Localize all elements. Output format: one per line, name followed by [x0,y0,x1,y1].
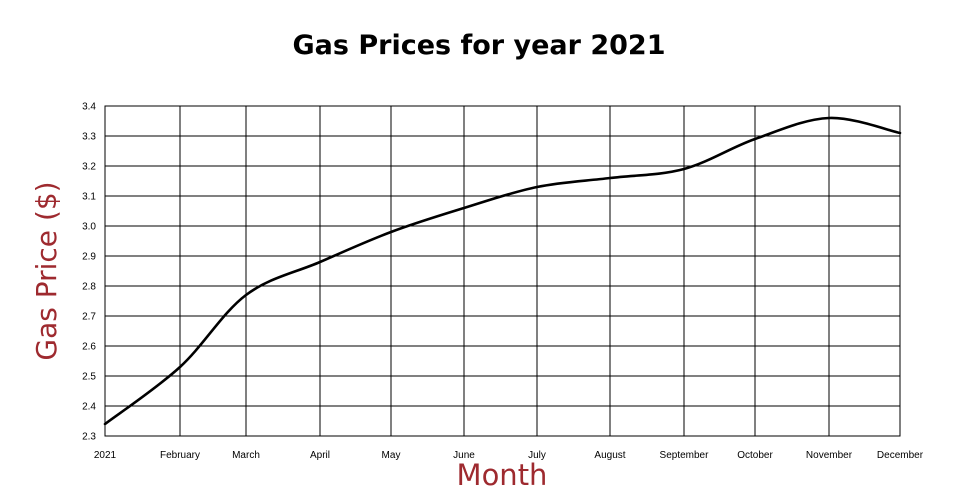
x-tick-label: October [737,450,773,461]
y-tick-label: 2.7 [82,312,96,323]
x-tick-label: 2021 [94,450,117,461]
grid [104,105,901,437]
data-point [317,259,323,265]
x-tick-label: July [528,450,546,461]
data-point [243,292,249,298]
x-tick-label: August [594,450,625,461]
y-tick-label: 3.4 [82,102,96,113]
data-point [177,364,183,370]
data-point [752,136,758,142]
x-axis-ticks: 2021 February March April May June July August S… [94,450,924,461]
x-tick-label: November [806,450,853,461]
data-point [607,175,613,181]
x-tick-label: September [660,450,710,461]
y-tick-label: 2.3 [82,432,96,443]
data-point [681,166,687,172]
y-tick-label: 3.3 [82,132,96,143]
y-tick-label: 3.1 [82,192,96,203]
x-tick-label: February [160,450,200,461]
data-point [461,205,467,211]
data-point [534,184,540,190]
x-tick-label: March [232,450,260,461]
data-point [826,115,832,121]
y-tick-label: 3.2 [82,162,96,173]
y-tick-label: 2.6 [82,342,96,353]
x-tick-label: December [877,450,924,461]
series-group [103,115,902,426]
x-tick-label: June [453,450,475,461]
y-tick-label: 2.9 [82,252,96,263]
plot-frame [104,105,901,437]
y-tick-label: 2.8 [82,282,96,293]
y-tick-label: 2.5 [82,372,96,383]
series-line [103,116,902,426]
x-tick-label: April [310,450,330,461]
x-axis-title: Month [457,458,548,492]
chart-title: Gas Prices for year 2021 [292,30,665,61]
y-axis-ticks: 2.3 2.4 2.5 2.6 2.7 2.8 2.9 3.0 3.1 3.2 3.3 3.4 [82,102,96,443]
data-point [388,229,394,235]
y-tick-label: 2.4 [82,402,96,413]
y-axis-title: Gas Price ($) [30,181,63,360]
y-tick-label: 3.0 [82,222,96,233]
x-tick-label: May [382,450,401,461]
